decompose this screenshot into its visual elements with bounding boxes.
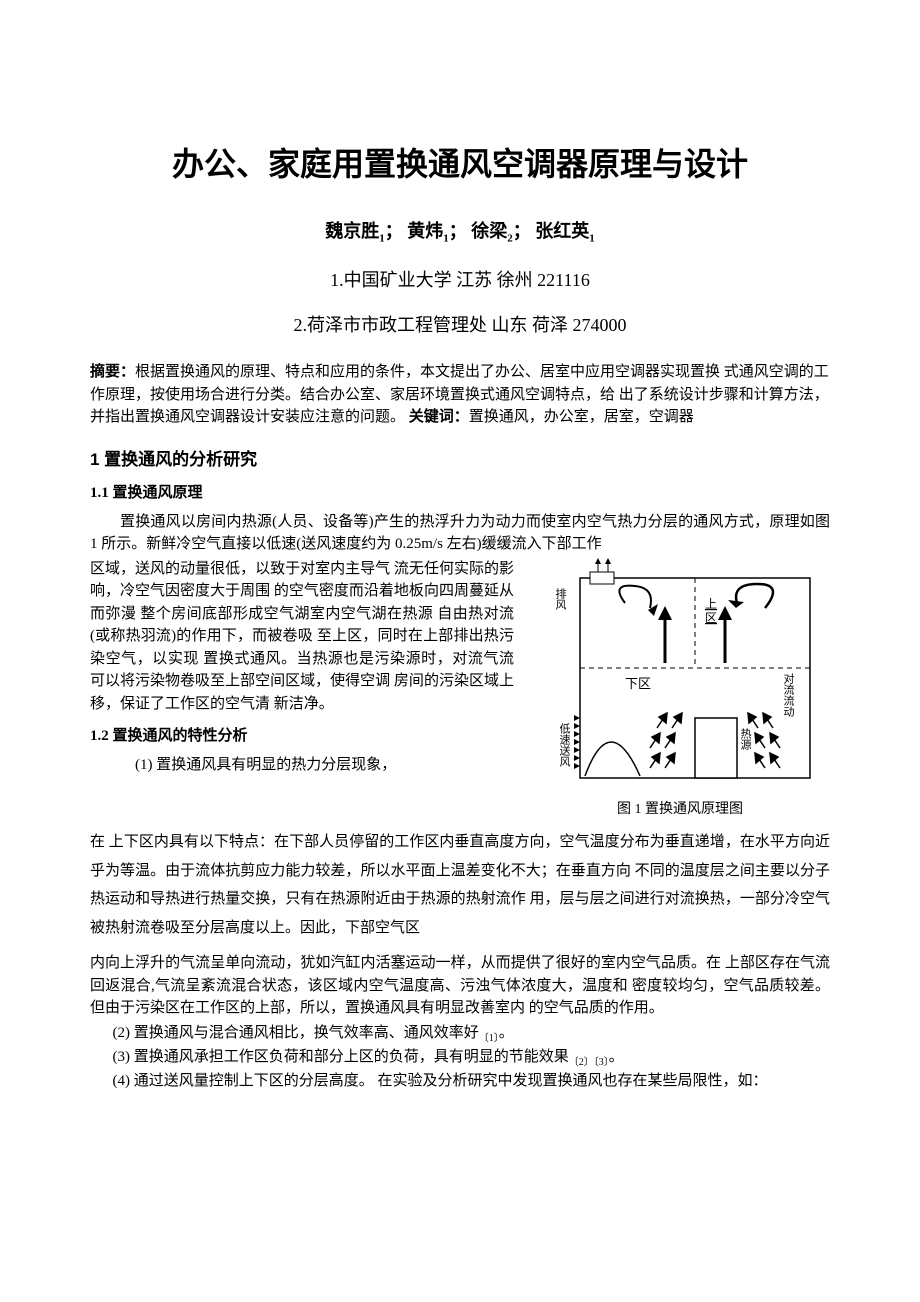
keywords-label: 关键词： <box>409 408 469 425</box>
affiliation-2: 2.荷泽市市政工程管理处 山东 荷泽 274000 <box>90 312 830 339</box>
list-item-3: (3) 置换通风承担工作区负荷和部分上区的负荷，具有明显的节能效果〔2〕〔3〕。 <box>128 1046 831 1070</box>
author-4-affil: 1 <box>589 233 595 245</box>
fig-label-exhaust: 排风 <box>554 586 567 609</box>
authors-line: 魏京胜1； 黄炜1； 徐梁2； 张红英1 <box>90 218 830 247</box>
figure-text-wrap: 排风 上 区 下区 对流流动 热源 低速送风 图 1 置换通风原理图 区域，送风… <box>90 558 830 821</box>
list-1-text: 置换通风具有明显的热力分层现象， <box>156 757 396 773</box>
sep: ； <box>449 221 467 241</box>
fig-label-convective: 对流流动 <box>782 671 795 716</box>
fig-label-supply: 低速送风 <box>558 722 571 766</box>
page-title: 办公、家庭用置换通风空调器原理与设计 <box>90 140 830 188</box>
fig-label-heatsource: 热源 <box>739 727 752 750</box>
section-1-heading: 1 置换通风的分析研究 <box>90 447 830 473</box>
figure-1: 排风 上 区 下区 对流流动 热源 低速送风 图 1 置换通风原理图 <box>530 558 830 821</box>
fig-label-lower: 下区 <box>625 676 651 691</box>
list-3-text: (3) 置换通风承担工作区负荷和部分上区的负荷，具有明显的节能效果 <box>113 1049 569 1065</box>
author-3: 徐梁 <box>471 221 507 241</box>
list-3-ref: 〔2〕〔3〕 <box>569 1057 609 1068</box>
list-2-end: 。 <box>499 1025 514 1041</box>
keywords-text: 置换通风，办公室，居室，空调器 <box>469 409 694 425</box>
author-4: 张红英 <box>535 221 589 241</box>
para-1-2-b: 内向上浮升的气流呈单向流动，犹如汽缸内活塞运动一样，从而提供了很好的室内空气品质… <box>90 952 830 1020</box>
list-3-end: 。 <box>609 1049 624 1065</box>
list-item-2: (2) 置换通风与混合通风相比，换气效率高、通风效率好〔1〕。 <box>128 1022 831 1046</box>
fig-label-upper: 上 <box>705 597 717 611</box>
sep: ； <box>513 221 531 241</box>
list-1-prefix: (1) <box>135 757 156 773</box>
list-item-4: (4) 通过送风量控制上下区的分层高度。 在实验及分析研究中发现置换通风也存在某… <box>128 1070 831 1093</box>
fig-label-upper2: 区 <box>705 611 717 625</box>
sep: ； <box>385 221 403 241</box>
affiliation-1: 1.中国矿业大学 江苏 徐州 221116 <box>90 267 830 294</box>
author-1: 魏京胜 <box>325 221 379 241</box>
figure-1-svg: 排风 上 区 下区 对流流动 热源 低速送风 <box>530 558 830 788</box>
list-2-ref: 〔1〕 <box>479 1033 499 1044</box>
list-2-text: (2) 置换通风与混合通风相比，换气效率高、通风效率好 <box>113 1025 479 1041</box>
para-1-1-a: 置换通风以房间内热源(人员、设备等)产生的热浮升力为动力而使室内空气热力分层的通… <box>90 511 830 556</box>
abstract-label: 摘要： <box>90 363 135 380</box>
abstract-block: 摘要：根据置换通风的原理、特点和应用的条件，本文提出了办公、居室中应用空调器实现… <box>90 361 830 429</box>
author-2: 黄炜 <box>407 221 443 241</box>
para-1-2-a: 在 上下区内具有以下特点：在下部人员停留的工作区内垂直高度方向，空气温度分布为垂… <box>90 828 830 942</box>
figure-1-caption: 图 1 置换通风原理图 <box>530 799 830 820</box>
subsection-1-1-heading: 1.1 置换通风原理 <box>90 482 830 505</box>
